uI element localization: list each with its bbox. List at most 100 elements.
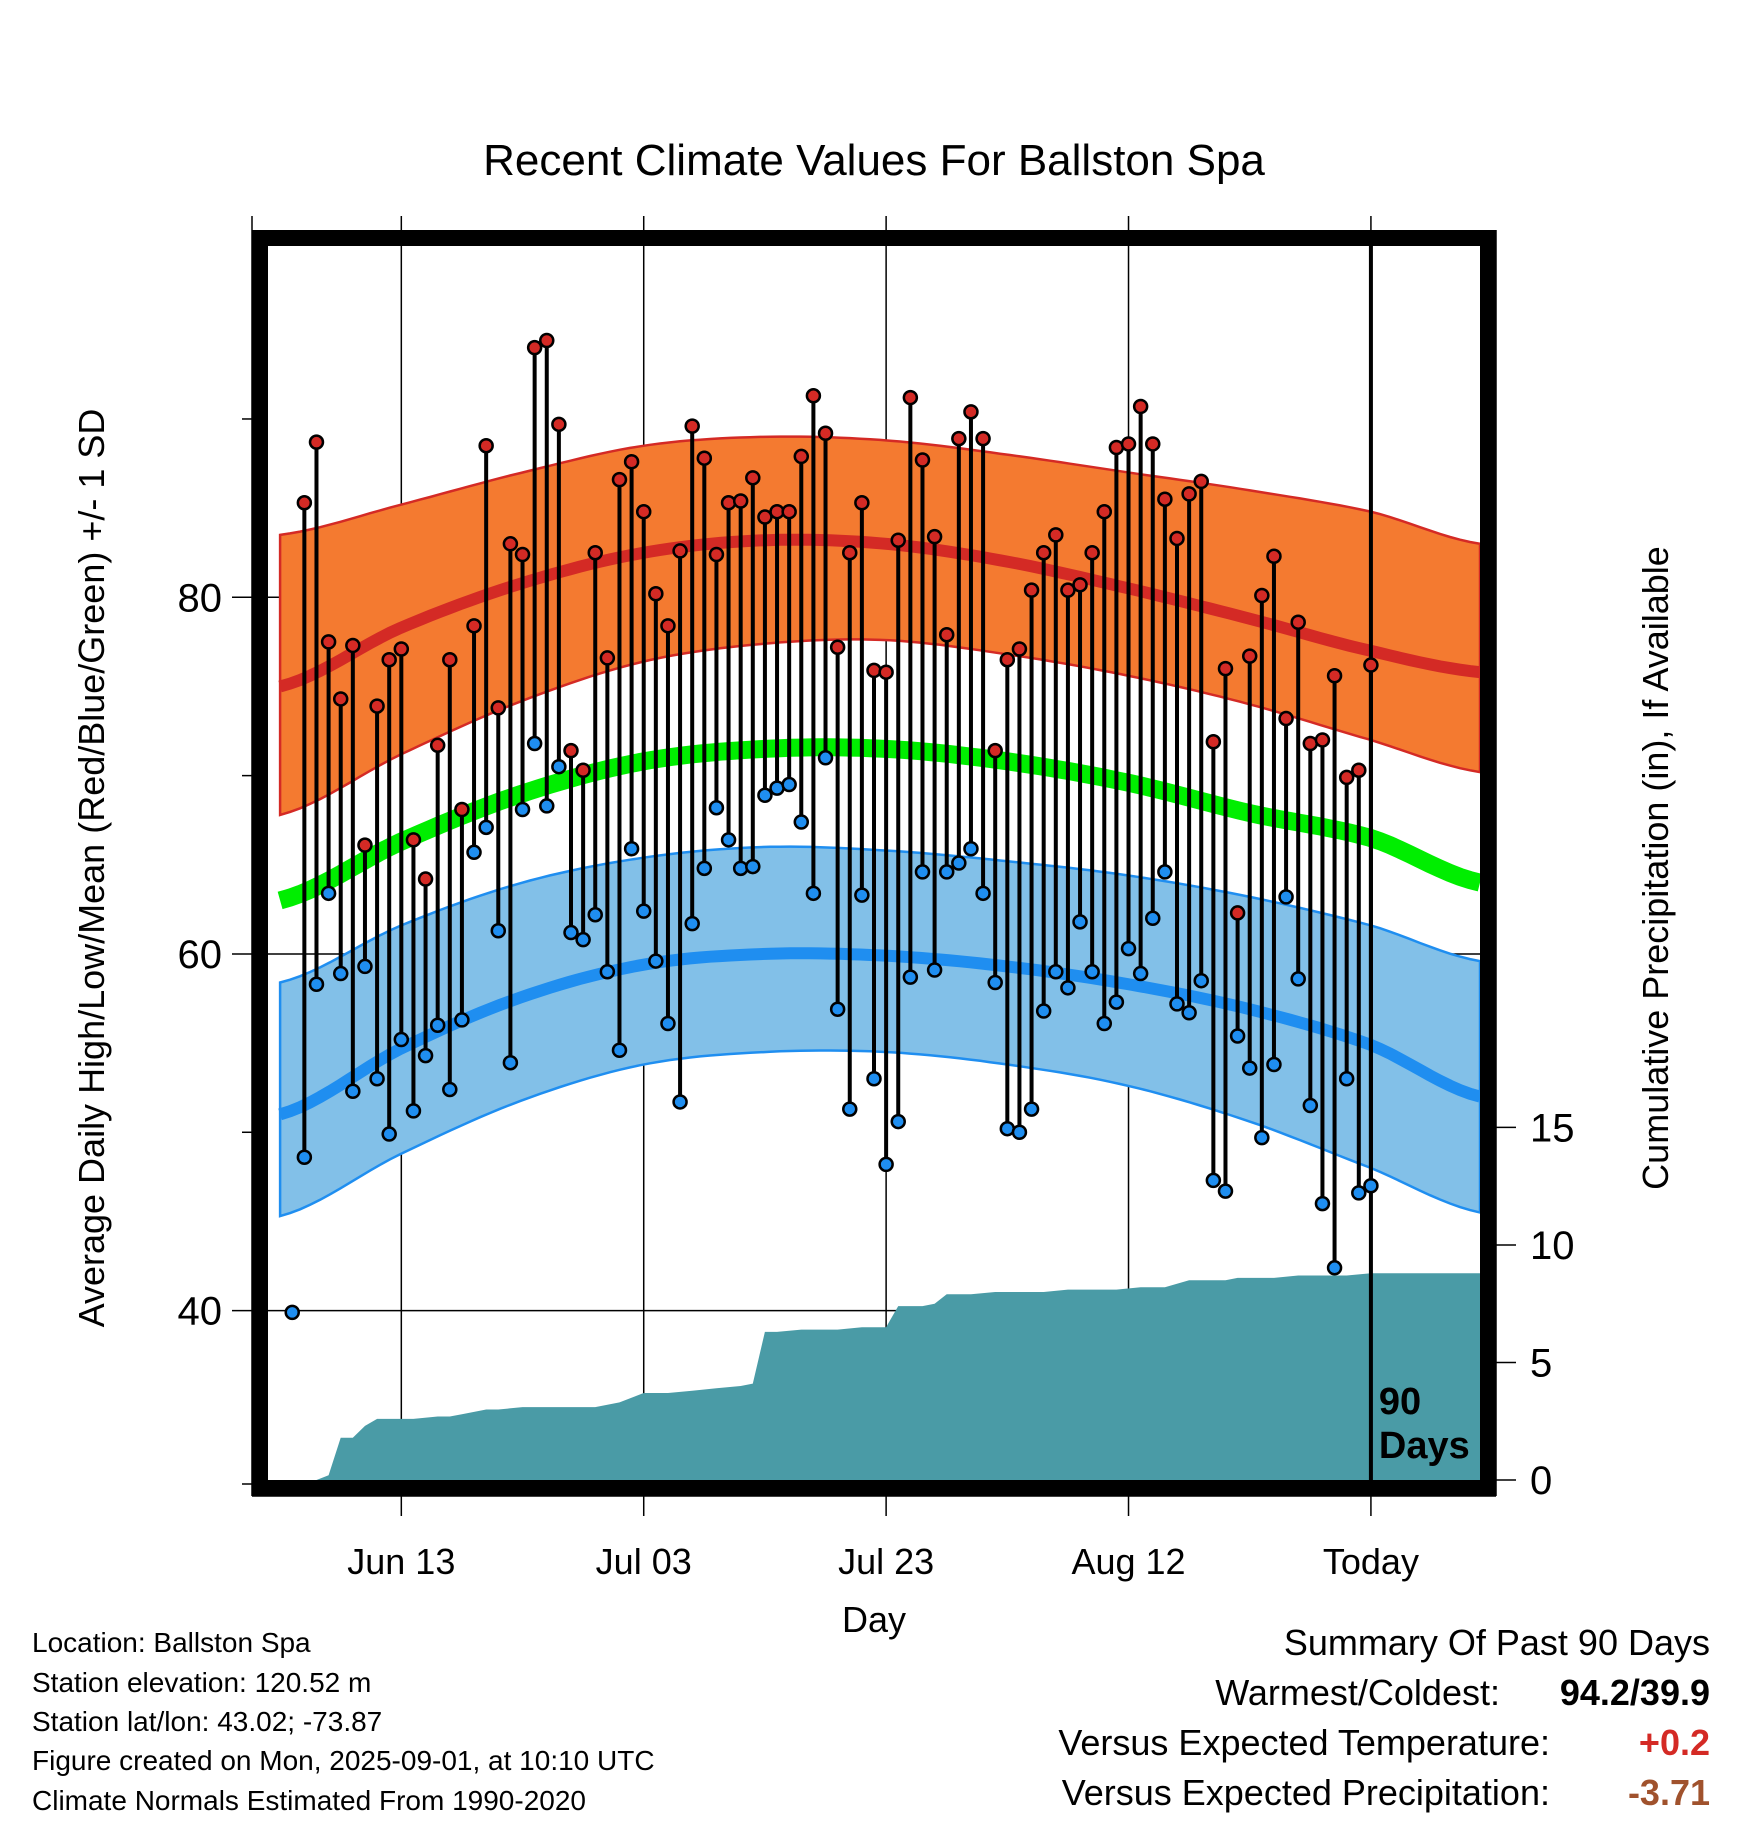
daily-high-point: [1229, 905, 1246, 921]
daily-high-point: [1023, 582, 1040, 598]
daily-low-point: [1326, 1260, 1343, 1276]
daily-high-point: [926, 528, 943, 545]
daily-high-point: [296, 495, 313, 511]
daily-low-point: [599, 964, 616, 980]
daily-low-point: [781, 776, 797, 793]
daily-high-point: [1132, 398, 1149, 415]
daily-high-point: [951, 430, 967, 447]
daily-low-point: [369, 1071, 385, 1087]
daily-high-point: [745, 470, 761, 486]
daily-low-point: [1169, 996, 1185, 1012]
daily-high-point: [635, 503, 652, 520]
precip-vs-expected-label: Versus Expected Precipitation:: [1061, 1772, 1550, 1813]
daily-high-point: [417, 871, 434, 887]
daily-low-point: [539, 798, 555, 814]
x-tick-label: Aug 12: [1071, 1541, 1185, 1582]
summary-precipitation: Versus Expected Precipitation: -3.71: [1062, 1772, 1710, 1814]
daily-low-point: [1120, 940, 1137, 957]
daily-low-point: [842, 1101, 858, 1117]
daily-high-point: [405, 832, 422, 848]
daily-high-point: [332, 691, 349, 707]
daily-high-point: [829, 639, 846, 655]
daily-low-point: [575, 931, 591, 948]
daily-high-point: [781, 503, 797, 520]
daily-high-point: [539, 332, 555, 349]
daily-low-point: [284, 1304, 300, 1321]
daily-high-point: [1314, 732, 1331, 748]
daily-high-point: [345, 637, 361, 654]
daily-low-point: [732, 860, 749, 877]
daily-low-point: [623, 840, 640, 857]
daily-low-point: [478, 819, 494, 836]
y-axis-label: Average Daily High/Low/Mean (Red/Blue/Gr…: [71, 409, 112, 1328]
daily-low-point: [502, 1054, 519, 1071]
daily-low-point: [684, 915, 700, 932]
daily-high-point: [1084, 544, 1100, 561]
daily-low-point: [660, 1015, 676, 1032]
daily-low-point: [793, 814, 810, 830]
daily-high-point: [490, 700, 507, 716]
daily-low-point: [672, 1094, 688, 1110]
daily-low-point: [817, 750, 834, 766]
daily-low-point: [1193, 972, 1209, 989]
daily-low-point: [878, 1156, 894, 1173]
daily-high-point: [1290, 614, 1306, 631]
x-tick-label: Today: [1323, 1541, 1419, 1582]
daily-high-point: [672, 543, 688, 559]
latlon-text: Station lat/lon: 43.02; -73.87: [32, 1706, 383, 1737]
daily-high-point: [1217, 660, 1234, 677]
daily-high-point: [720, 495, 737, 511]
daily-low-point: [890, 1113, 906, 1130]
y-tick-label: 60: [178, 933, 223, 977]
daily-high-point: [1326, 668, 1343, 684]
daily-high-point: [648, 585, 664, 602]
warm-cold-label: Warmest/Coldest:: [1215, 1672, 1500, 1713]
daily-low-point: [563, 924, 579, 941]
daily-low-point: [551, 758, 567, 775]
daily-high-point: [854, 495, 870, 511]
daily-low-point: [296, 1149, 313, 1165]
daily-high-point: [1169, 530, 1185, 547]
created-text: Figure created on Mon, 2025-09-01, at 10…: [32, 1745, 655, 1776]
daily-low-point: [1241, 1060, 1258, 1076]
daily-low-point: [1338, 1071, 1355, 1087]
daily-high-point: [1266, 548, 1282, 565]
days-text-label: Days: [1379, 1425, 1470, 1467]
x-tick-label: Jul 03: [596, 1541, 692, 1582]
daily-high-point: [987, 742, 1003, 759]
daily-low-point: [1072, 914, 1088, 930]
daily-low-point: [345, 1083, 361, 1100]
daily-high-point: [429, 737, 446, 754]
high-sd-band: [278, 435, 1480, 817]
daily-low-point: [308, 976, 325, 993]
daily-low-point: [1011, 1124, 1028, 1141]
elevation-text: Station elevation: 120.52 m: [32, 1667, 372, 1698]
daily-high-point: [599, 650, 616, 666]
daily-low-point: [1035, 1003, 1052, 1019]
daily-low-point: [1278, 889, 1294, 905]
normal-mean-line: [277, 738, 1480, 910]
daily-low-point: [648, 953, 664, 969]
cumulative-precip-area: [280, 1273, 1480, 1480]
daily-low-point: [611, 1042, 628, 1058]
daily-low-point: [1363, 1178, 1379, 1194]
daily-high-point: [1035, 544, 1052, 561]
daily-high-point: [466, 618, 482, 634]
daily-low-point: [720, 832, 737, 848]
temp-vs-expected-value: +0.2: [1638, 1722, 1710, 1763]
daily-high-point: [1351, 762, 1367, 779]
location-text: Location: Ballston Spa: [32, 1627, 311, 1658]
y2-axis-label: Cumulative Precipitation (in), If Availa…: [1635, 546, 1676, 1190]
daily-low-point: [514, 801, 531, 818]
daily-low-point: [829, 1001, 846, 1017]
daily-low-point: [1181, 1005, 1197, 1021]
daily-low-point: [1096, 1015, 1113, 1032]
y2-tick-label: 0: [1530, 1459, 1552, 1503]
daily-high-point: [1278, 710, 1294, 727]
daily-high-point: [1096, 503, 1113, 520]
y2-tick-label: 15: [1530, 1106, 1575, 1150]
daily-low-point: [902, 969, 919, 985]
daily-high-point: [1048, 527, 1064, 543]
daily-high-point: [1157, 491, 1173, 507]
